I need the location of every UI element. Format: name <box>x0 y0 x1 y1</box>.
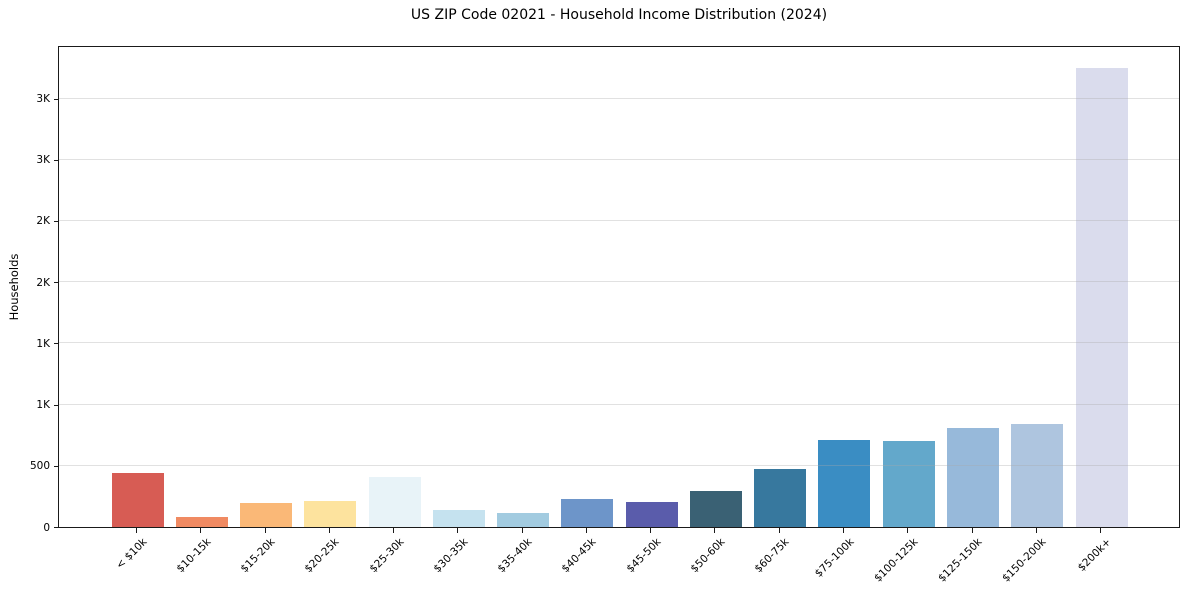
y-tick-label: 500 <box>29 460 50 473</box>
x-tick-label: $100-125k <box>871 535 921 585</box>
y-tick-label: 3K <box>36 154 50 167</box>
bar-< $10k <box>111 473 164 527</box>
y-tick-label: 2K <box>36 215 50 228</box>
x-tick-label: $150-200k <box>1000 535 1049 585</box>
x-tick-label: < $10k <box>113 535 149 572</box>
x-tick-label: $15-20k <box>238 535 278 575</box>
x-tick-mark <box>264 527 266 533</box>
gridline <box>59 219 1179 221</box>
x-tick-mark <box>457 527 459 533</box>
bar-$125-150k <box>947 427 999 527</box>
x-tick-mark <box>393 527 395 533</box>
x-tick-mark <box>971 527 973 533</box>
plot-area <box>58 46 1180 528</box>
grid-layer <box>59 47 1179 527</box>
x-tick-mark <box>585 527 587 533</box>
bars-layer <box>59 47 1179 527</box>
x-tick-label: $200k+ <box>1075 535 1113 574</box>
bar-$10-15k <box>175 516 228 527</box>
y-tick-mark <box>54 404 58 406</box>
bar-$150-200k <box>1011 423 1064 527</box>
bar-$50-60k <box>689 490 742 527</box>
x-tick-mark <box>200 527 202 533</box>
x-tick-label: $35-40k <box>495 535 535 575</box>
x-tick-label: $50-60k <box>688 535 728 575</box>
chart-title: US ZIP Code 02021 - Household Income Dis… <box>410 7 828 23</box>
y-tick-mark <box>54 159 58 161</box>
gridline <box>59 464 1179 466</box>
gridline <box>59 281 1179 283</box>
x-tick-mark <box>521 527 523 533</box>
bar-$35-40k <box>497 512 550 527</box>
x-tick-label: $25-30k <box>366 535 407 575</box>
x-tick-label: $75-100k <box>812 535 856 580</box>
x-tick-mark <box>1035 527 1037 533</box>
y-tick-mark <box>54 98 58 100</box>
bar-$45-50k <box>625 501 678 527</box>
y-tick-label: 1K <box>36 337 50 350</box>
bar-$200k+ <box>1075 67 1128 527</box>
y-tick-label: 1K <box>36 399 50 412</box>
y-tick-mark <box>54 465 58 467</box>
x-tick-label: $10-15k <box>174 535 214 575</box>
y-tick-mark <box>54 527 58 528</box>
x-tick-label: $60-75k <box>752 535 792 575</box>
gridline <box>59 97 1179 99</box>
x-tick-mark <box>778 527 780 533</box>
y-tick-label: 3K <box>36 93 50 105</box>
x-tick-label: $45-50k <box>624 535 664 575</box>
bar-$15-20k <box>240 502 293 527</box>
bar-$100-125k <box>882 441 935 527</box>
gridline <box>59 342 1179 344</box>
y-tick-mark <box>54 343 58 345</box>
x-tick-label: $40-45k <box>559 535 599 575</box>
x-tick-mark <box>136 527 137 533</box>
x-tick-mark <box>650 527 652 533</box>
x-tick-mark <box>1100 527 1101 533</box>
gridline <box>59 158 1179 160</box>
bar-$30-35k <box>432 509 485 527</box>
y-tick-mark <box>54 282 58 284</box>
x-tick-label: $30-35k <box>431 535 471 575</box>
bar-$25-30k <box>368 476 421 527</box>
bar-$60-75k <box>754 468 807 527</box>
x-tick-mark <box>328 527 330 533</box>
x-tick-label: $125-150k <box>935 535 985 585</box>
gridline <box>59 403 1179 405</box>
y-tick-label: 2K <box>36 276 50 289</box>
bar-$20-25k <box>304 500 357 527</box>
y-tick-label: 0 <box>43 521 50 534</box>
x-tick-mark <box>843 527 844 533</box>
y-tick-mark <box>54 220 58 222</box>
bar-$40-45k <box>561 498 614 527</box>
bar-$75-100k <box>818 440 871 527</box>
x-tick-mark <box>714 527 716 533</box>
x-tick-label: $20-25k <box>302 535 342 575</box>
x-tick-mark <box>907 527 909 533</box>
